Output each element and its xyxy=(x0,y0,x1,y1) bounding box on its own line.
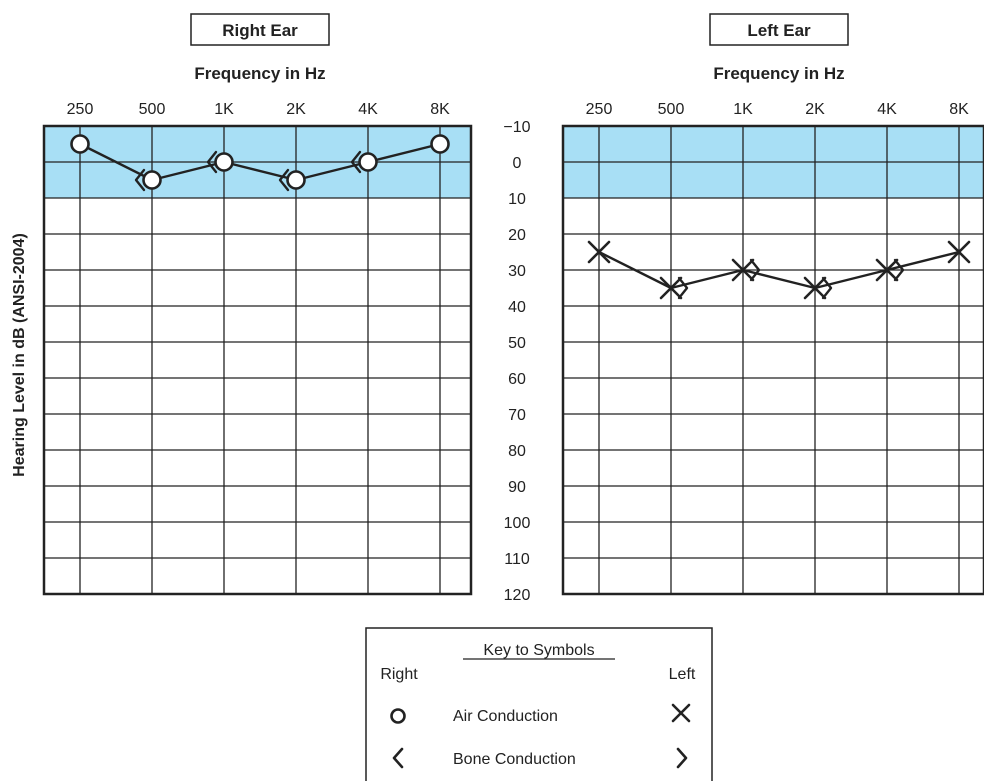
bone-conduction-point xyxy=(278,168,290,192)
x-tick-label: 1K xyxy=(214,101,234,118)
y-tick-label: 90 xyxy=(508,479,526,496)
x-tick-label: 8K xyxy=(949,101,969,118)
x-tick-label: 250 xyxy=(67,101,94,118)
air-conduction-point xyxy=(659,276,683,300)
x-mark-stroke xyxy=(659,276,683,300)
key-air-conduction-label: Air Conduction xyxy=(453,708,558,725)
y-tick-label: 120 xyxy=(504,587,531,604)
left-plot-frame xyxy=(561,124,984,596)
left-ear-panel: Left Ear Frequency in Hz 250 500 1K 2K 4K 8K xyxy=(561,13,984,596)
right-frequency-label: Frequency in Hz xyxy=(194,64,325,83)
x-mark-stroke xyxy=(731,258,755,282)
air-conduction-point xyxy=(286,170,306,190)
air-conduction-point xyxy=(214,152,234,172)
right-x-ticks: 250 500 1K 2K 4K 8K xyxy=(67,101,450,118)
bone-conduction-point xyxy=(893,258,905,282)
right-bracket-icon xyxy=(676,747,688,769)
x-tick-label: 4K xyxy=(358,101,378,118)
x-tick-label: 1K xyxy=(733,101,753,118)
key-right-label: Right xyxy=(380,666,418,683)
y-axis-label: Hearing Level in dB (ANSI-2004) xyxy=(11,233,28,477)
air-conduction-point xyxy=(875,258,899,282)
x-tick-label: 500 xyxy=(658,101,685,118)
air-conduction-point xyxy=(358,152,378,172)
y-tick-label: 80 xyxy=(508,443,526,460)
x-tick-label: 250 xyxy=(586,101,613,118)
x-mark-stroke xyxy=(875,258,899,282)
circle-icon xyxy=(390,708,406,724)
x-mark-stroke xyxy=(803,276,827,300)
y-tick-label: 70 xyxy=(508,407,526,424)
left-ear-title: Left Ear xyxy=(747,21,811,40)
x-tick-label: 8K xyxy=(430,101,450,118)
x-mark-stroke xyxy=(947,240,971,264)
y-tick-label: 110 xyxy=(504,551,530,568)
key-bone-conduction-label: Bone Conduction xyxy=(453,751,576,768)
bone-conduction-point xyxy=(206,150,218,174)
y-tick-label: 40 xyxy=(508,299,526,316)
x-icon xyxy=(671,703,691,723)
y-tick-label: 10 xyxy=(508,191,526,208)
left-ear-title-box xyxy=(709,13,849,46)
y-tick-label: 60 xyxy=(508,371,526,388)
bone-conduction-point xyxy=(134,168,146,192)
left-bracket-icon xyxy=(392,747,404,769)
x-tick-label: 2K xyxy=(805,101,825,118)
key-title: Key to Symbols xyxy=(483,642,594,659)
air-conduction-line xyxy=(598,250,960,290)
y-tick-label: 30 xyxy=(508,263,526,280)
right-ear-title: Right Ear xyxy=(222,21,298,40)
y-ticks: −10 0 10 20 30 40 50 60 70 80 90 100 110 120 xyxy=(503,119,530,604)
bone-conduction-point xyxy=(677,276,689,300)
right-plot-frame xyxy=(42,124,473,596)
right-ear-panel: Right Ear Frequency in Hz 250 500 1K 2K 4K 8K xyxy=(42,13,473,596)
y-tick-label: 0 xyxy=(513,155,522,172)
x-tick-label: 4K xyxy=(877,101,897,118)
x-tick-label: 500 xyxy=(139,101,166,118)
key-box xyxy=(365,627,713,781)
bone-conduction-point xyxy=(350,150,362,174)
right-ear-title-box xyxy=(190,13,330,46)
air-conduction-point xyxy=(803,276,827,300)
x-mark-stroke xyxy=(587,240,611,264)
bone-conduction-point xyxy=(821,276,833,300)
bone-conduction-point xyxy=(749,258,761,282)
air-conduction-point xyxy=(430,134,450,154)
y-tick-label: 20 xyxy=(508,227,526,244)
air-conduction-point xyxy=(947,240,971,264)
right-ear-data xyxy=(70,134,450,192)
air-conduction-point xyxy=(587,240,611,264)
air-conduction-point xyxy=(70,134,90,154)
air-conduction-point xyxy=(142,170,162,190)
air-conduction-point xyxy=(731,258,755,282)
symbol-key: Key to Symbols Right Left Air Conduction… xyxy=(365,627,713,781)
right-grid xyxy=(44,126,471,594)
left-x-ticks: 250 500 1K 2K 4K 8K xyxy=(586,101,969,118)
key-left-label: Left xyxy=(669,666,696,683)
y-tick-label: −10 xyxy=(503,119,530,136)
y-tick-label: 100 xyxy=(504,515,531,532)
left-frequency-label: Frequency in Hz xyxy=(713,64,844,83)
left-ear-data xyxy=(587,240,971,300)
y-tick-label: 50 xyxy=(508,335,526,352)
x-tick-label: 2K xyxy=(286,101,306,118)
